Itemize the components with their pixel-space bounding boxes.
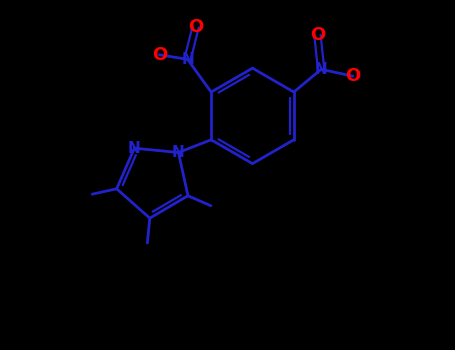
Text: O: O [345,67,360,85]
Text: O: O [188,18,203,36]
Text: N: N [172,145,185,160]
Text: N: N [181,52,194,67]
Text: O: O [310,26,325,44]
Text: O: O [152,46,167,64]
Text: N: N [128,141,141,156]
Text: N: N [315,62,328,77]
